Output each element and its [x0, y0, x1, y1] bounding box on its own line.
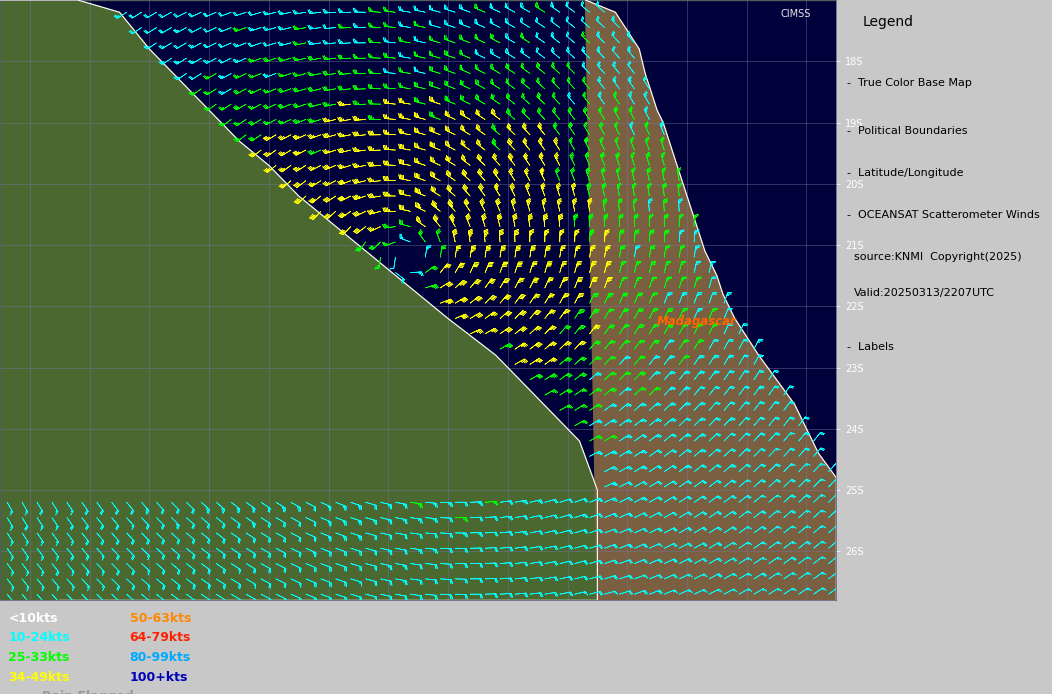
Text: 10-24kts: 10-24kts	[8, 632, 70, 644]
Text: 25-33kts: 25-33kts	[8, 651, 69, 664]
Text: -  True Color Base Map: - True Color Base Map	[847, 78, 972, 88]
Text: Valid:20250313/2207UTC: Valid:20250313/2207UTC	[853, 288, 994, 298]
Text: source:KNMI  Copyright(2025): source:KNMI Copyright(2025)	[853, 252, 1021, 262]
Text: -  OCEANSAT Scatterometer Winds: - OCEANSAT Scatterometer Winds	[847, 210, 1039, 220]
Text: 100+kts: 100+kts	[129, 670, 188, 684]
Text: 80-99kts: 80-99kts	[129, 651, 190, 664]
Text: Legend: Legend	[863, 15, 913, 29]
Text: Rain Flagged: Rain Flagged	[42, 691, 134, 694]
Text: 50-63kts: 50-63kts	[129, 611, 191, 625]
Text: Madagascar: Madagascar	[658, 314, 736, 328]
Text: <10kts: <10kts	[8, 611, 58, 625]
Text: -  Latitude/Longitude: - Latitude/Longitude	[847, 168, 964, 178]
Polygon shape	[0, 0, 598, 600]
Text: 64-79kts: 64-79kts	[129, 632, 191, 644]
Text: -  Political Boundaries: - Political Boundaries	[847, 126, 968, 136]
Text: CIMSS: CIMSS	[781, 9, 811, 19]
Polygon shape	[585, 0, 836, 600]
Text: -  Labels: - Labels	[847, 342, 894, 352]
Text: 34-49kts: 34-49kts	[8, 670, 69, 684]
